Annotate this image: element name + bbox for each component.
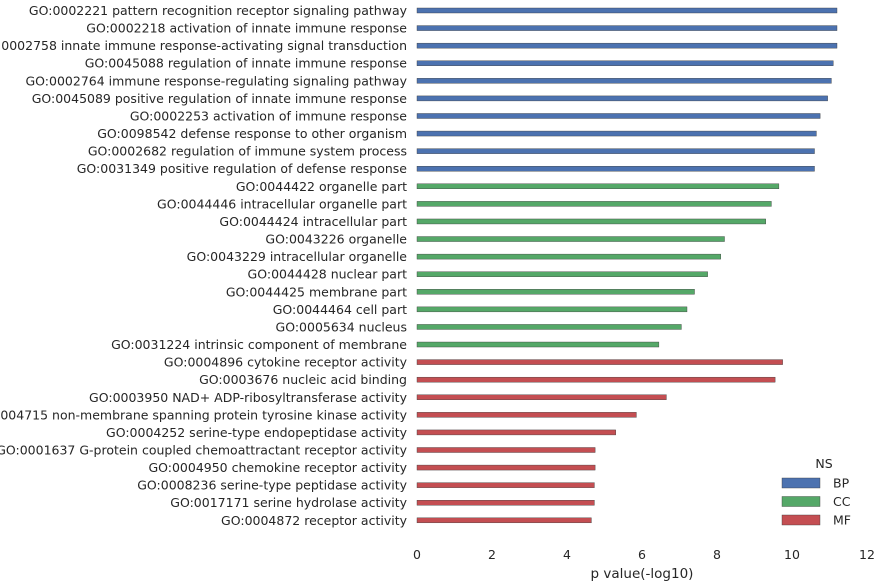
bar (416, 429, 616, 436)
category-label: GO:0044446 intracellular organelle part (157, 196, 407, 211)
category-label: GO:0017171 serine hydrolase activity (170, 495, 407, 510)
bar (416, 7, 838, 14)
bar (416, 447, 596, 453)
bar (416, 394, 667, 400)
x-axis-label: p value(-log10) (591, 566, 694, 582)
legend-swatch (781, 496, 821, 507)
category-label: GO:0002221 pattern recognition receptor … (29, 3, 408, 18)
bar (416, 359, 783, 365)
category-label: GO:0005634 nucleus (276, 319, 407, 334)
category-label: GO:0001637 G-protein coupled chemoattrac… (0, 443, 408, 458)
category-label: GO:0044424 intracellular part (219, 214, 407, 229)
category-label: GO:0045088 regulation of innate immune r… (85, 56, 408, 71)
bar (416, 113, 821, 119)
bar (416, 500, 595, 506)
legend: NS BP CC MF (781, 456, 851, 528)
bar (416, 253, 721, 260)
category-label: GO:0004950 chemokine receptor activity (148, 460, 407, 475)
category-label: GO:0003950 NAD+ ADP-ribosyltransferase a… (89, 390, 408, 405)
category-label: GO:0004715 non-membrane spanning protein… (0, 407, 408, 422)
bar (416, 166, 815, 172)
bar (416, 95, 828, 102)
legend-label: CC (833, 494, 851, 509)
category-label: GO:0002253 activation of immune response (130, 108, 407, 123)
x-axis-ticks: 0 2 4 6 8 10 12 (413, 547, 875, 562)
category-label: GO:0003676 nucleic acid binding (199, 372, 407, 387)
bar (416, 218, 766, 225)
legend-label: MF (833, 513, 851, 528)
category-label: GO:0031349 positive regulation of defens… (77, 161, 408, 176)
x-tick-label: 6 (638, 547, 646, 562)
category-label: GO:0031224 intrinsic component of membra… (111, 337, 407, 352)
legend-label: BP (833, 476, 850, 491)
category-label: GO:0004872 receptor activity (221, 513, 408, 528)
category-label: GO:0043226 organelle (265, 232, 407, 247)
x-tick-label: 12 (859, 547, 875, 562)
x-tick-label: 0 (413, 547, 421, 562)
bar (416, 42, 838, 49)
bar (416, 376, 776, 383)
bar (416, 289, 695, 295)
bar (416, 25, 838, 31)
bar (416, 201, 772, 207)
bar (416, 236, 725, 242)
category-label: GO:0002218 activation of innate immune r… (86, 21, 407, 36)
category-label: GO:0044464 cell part (273, 302, 407, 317)
bar (416, 464, 596, 471)
bars-layer (416, 7, 838, 524)
category-label: GO:0045089 positive regulation of innate… (32, 91, 408, 106)
legend-title: NS (815, 456, 832, 471)
legend-swatch (781, 477, 821, 489)
legend-items: BP CC MF (781, 476, 851, 528)
bar (416, 341, 660, 348)
x-tick-label: 4 (563, 547, 571, 562)
category-label: GO:0044422 organelle part (236, 179, 407, 194)
x-tick-label: 8 (713, 547, 721, 562)
category-label: GO:0002682 regulation of immune system p… (88, 144, 407, 159)
bar (416, 482, 595, 488)
category-label: GO:0002758 innate immune response-activa… (0, 38, 407, 53)
x-tick-label: 10 (784, 547, 800, 562)
category-label: GO:0044428 nuclear part (248, 267, 408, 282)
bar (416, 412, 637, 418)
bar (416, 306, 688, 313)
category-label: GO:0004252 serine-type endopeptidase act… (106, 425, 408, 440)
category-label: GO:0004896 cytokine receptor activity (164, 355, 408, 370)
category-label: GO:0008236 serine-type peptidase activit… (137, 478, 407, 493)
bar (416, 78, 832, 84)
category-label: GO:0098542 defense response to other org… (97, 126, 407, 141)
x-tick-label: 2 (488, 547, 496, 562)
category-label: GO:0002764 immune response-regulating si… (25, 73, 407, 88)
bar (416, 324, 682, 330)
bar (416, 517, 592, 524)
bar (416, 130, 817, 137)
category-label: GO:0043229 intracellular organelle (187, 249, 408, 264)
category-label: GO:0044425 membrane part (226, 284, 407, 299)
bar (416, 271, 708, 277)
bar (416, 183, 780, 190)
bar (416, 148, 815, 154)
bar (416, 60, 834, 66)
legend-swatch (781, 514, 821, 526)
category-labels: GO:0002221 pattern recognition receptor … (0, 3, 408, 528)
